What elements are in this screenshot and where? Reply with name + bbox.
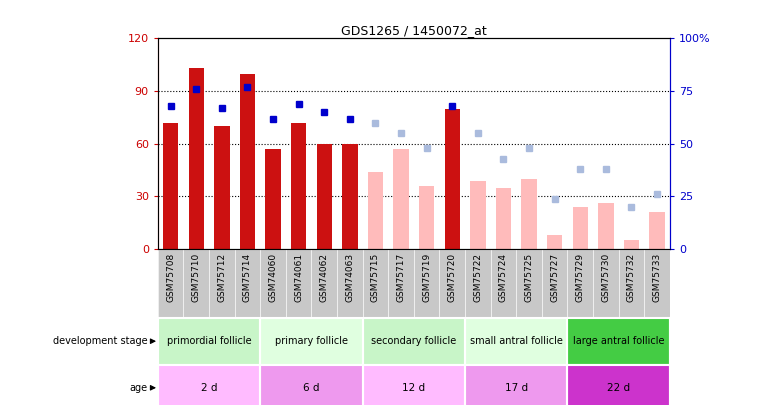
Text: 22 d: 22 d (607, 383, 631, 393)
Bar (470, 181, 486, 249)
Title: GDS1265 / 1450072_at: GDS1265 / 1450072_at (341, 24, 487, 37)
Text: GSM75730: GSM75730 (601, 253, 611, 302)
Text: GSM75710: GSM75710 (192, 253, 201, 302)
Text: GSM75720: GSM75720 (448, 253, 457, 302)
Bar (547, 235, 562, 249)
Text: 6 d: 6 d (303, 383, 320, 393)
Text: GSM74060: GSM74060 (269, 253, 277, 302)
Bar (342, 144, 357, 249)
Text: GSM75725: GSM75725 (524, 253, 534, 302)
Text: primordial follicle: primordial follicle (167, 336, 251, 346)
Text: GSM75729: GSM75729 (576, 253, 584, 302)
Text: GSM75722: GSM75722 (474, 253, 482, 301)
Text: primary follicle: primary follicle (275, 336, 348, 346)
Text: GSM74062: GSM74062 (320, 253, 329, 301)
Text: GSM75733: GSM75733 (653, 253, 661, 302)
Bar (598, 203, 614, 249)
Bar (266, 149, 281, 249)
Text: GSM75717: GSM75717 (397, 253, 406, 302)
Bar (573, 207, 588, 249)
Text: GSM74063: GSM74063 (346, 253, 354, 302)
Text: development stage: development stage (53, 336, 148, 346)
Bar (214, 126, 229, 249)
Bar (239, 74, 255, 249)
Text: large antral follicle: large antral follicle (573, 336, 665, 346)
Bar (316, 144, 332, 249)
Text: small antral follicle: small antral follicle (470, 336, 563, 346)
Text: GSM75712: GSM75712 (217, 253, 226, 302)
Text: age: age (129, 383, 148, 393)
Text: 2 d: 2 d (201, 383, 217, 393)
Text: secondary follicle: secondary follicle (371, 336, 457, 346)
Text: GSM75732: GSM75732 (627, 253, 636, 302)
Text: GSM75708: GSM75708 (166, 253, 175, 302)
Text: GSM75714: GSM75714 (243, 253, 252, 302)
Bar (291, 123, 306, 249)
Text: GSM75715: GSM75715 (371, 253, 380, 302)
Bar (521, 179, 537, 249)
Text: 17 d: 17 d (504, 383, 528, 393)
Bar (444, 109, 460, 249)
Text: GSM75719: GSM75719 (422, 253, 431, 302)
Bar (419, 186, 434, 249)
Text: GSM75727: GSM75727 (551, 253, 559, 302)
Text: GSM75724: GSM75724 (499, 253, 508, 301)
Bar (163, 123, 179, 249)
Bar (189, 68, 204, 249)
Text: GSM74061: GSM74061 (294, 253, 303, 302)
Bar (624, 240, 639, 249)
Bar (649, 212, 665, 249)
Bar (496, 188, 511, 249)
Text: 12 d: 12 d (402, 383, 426, 393)
Bar (393, 149, 409, 249)
Bar (368, 172, 383, 249)
